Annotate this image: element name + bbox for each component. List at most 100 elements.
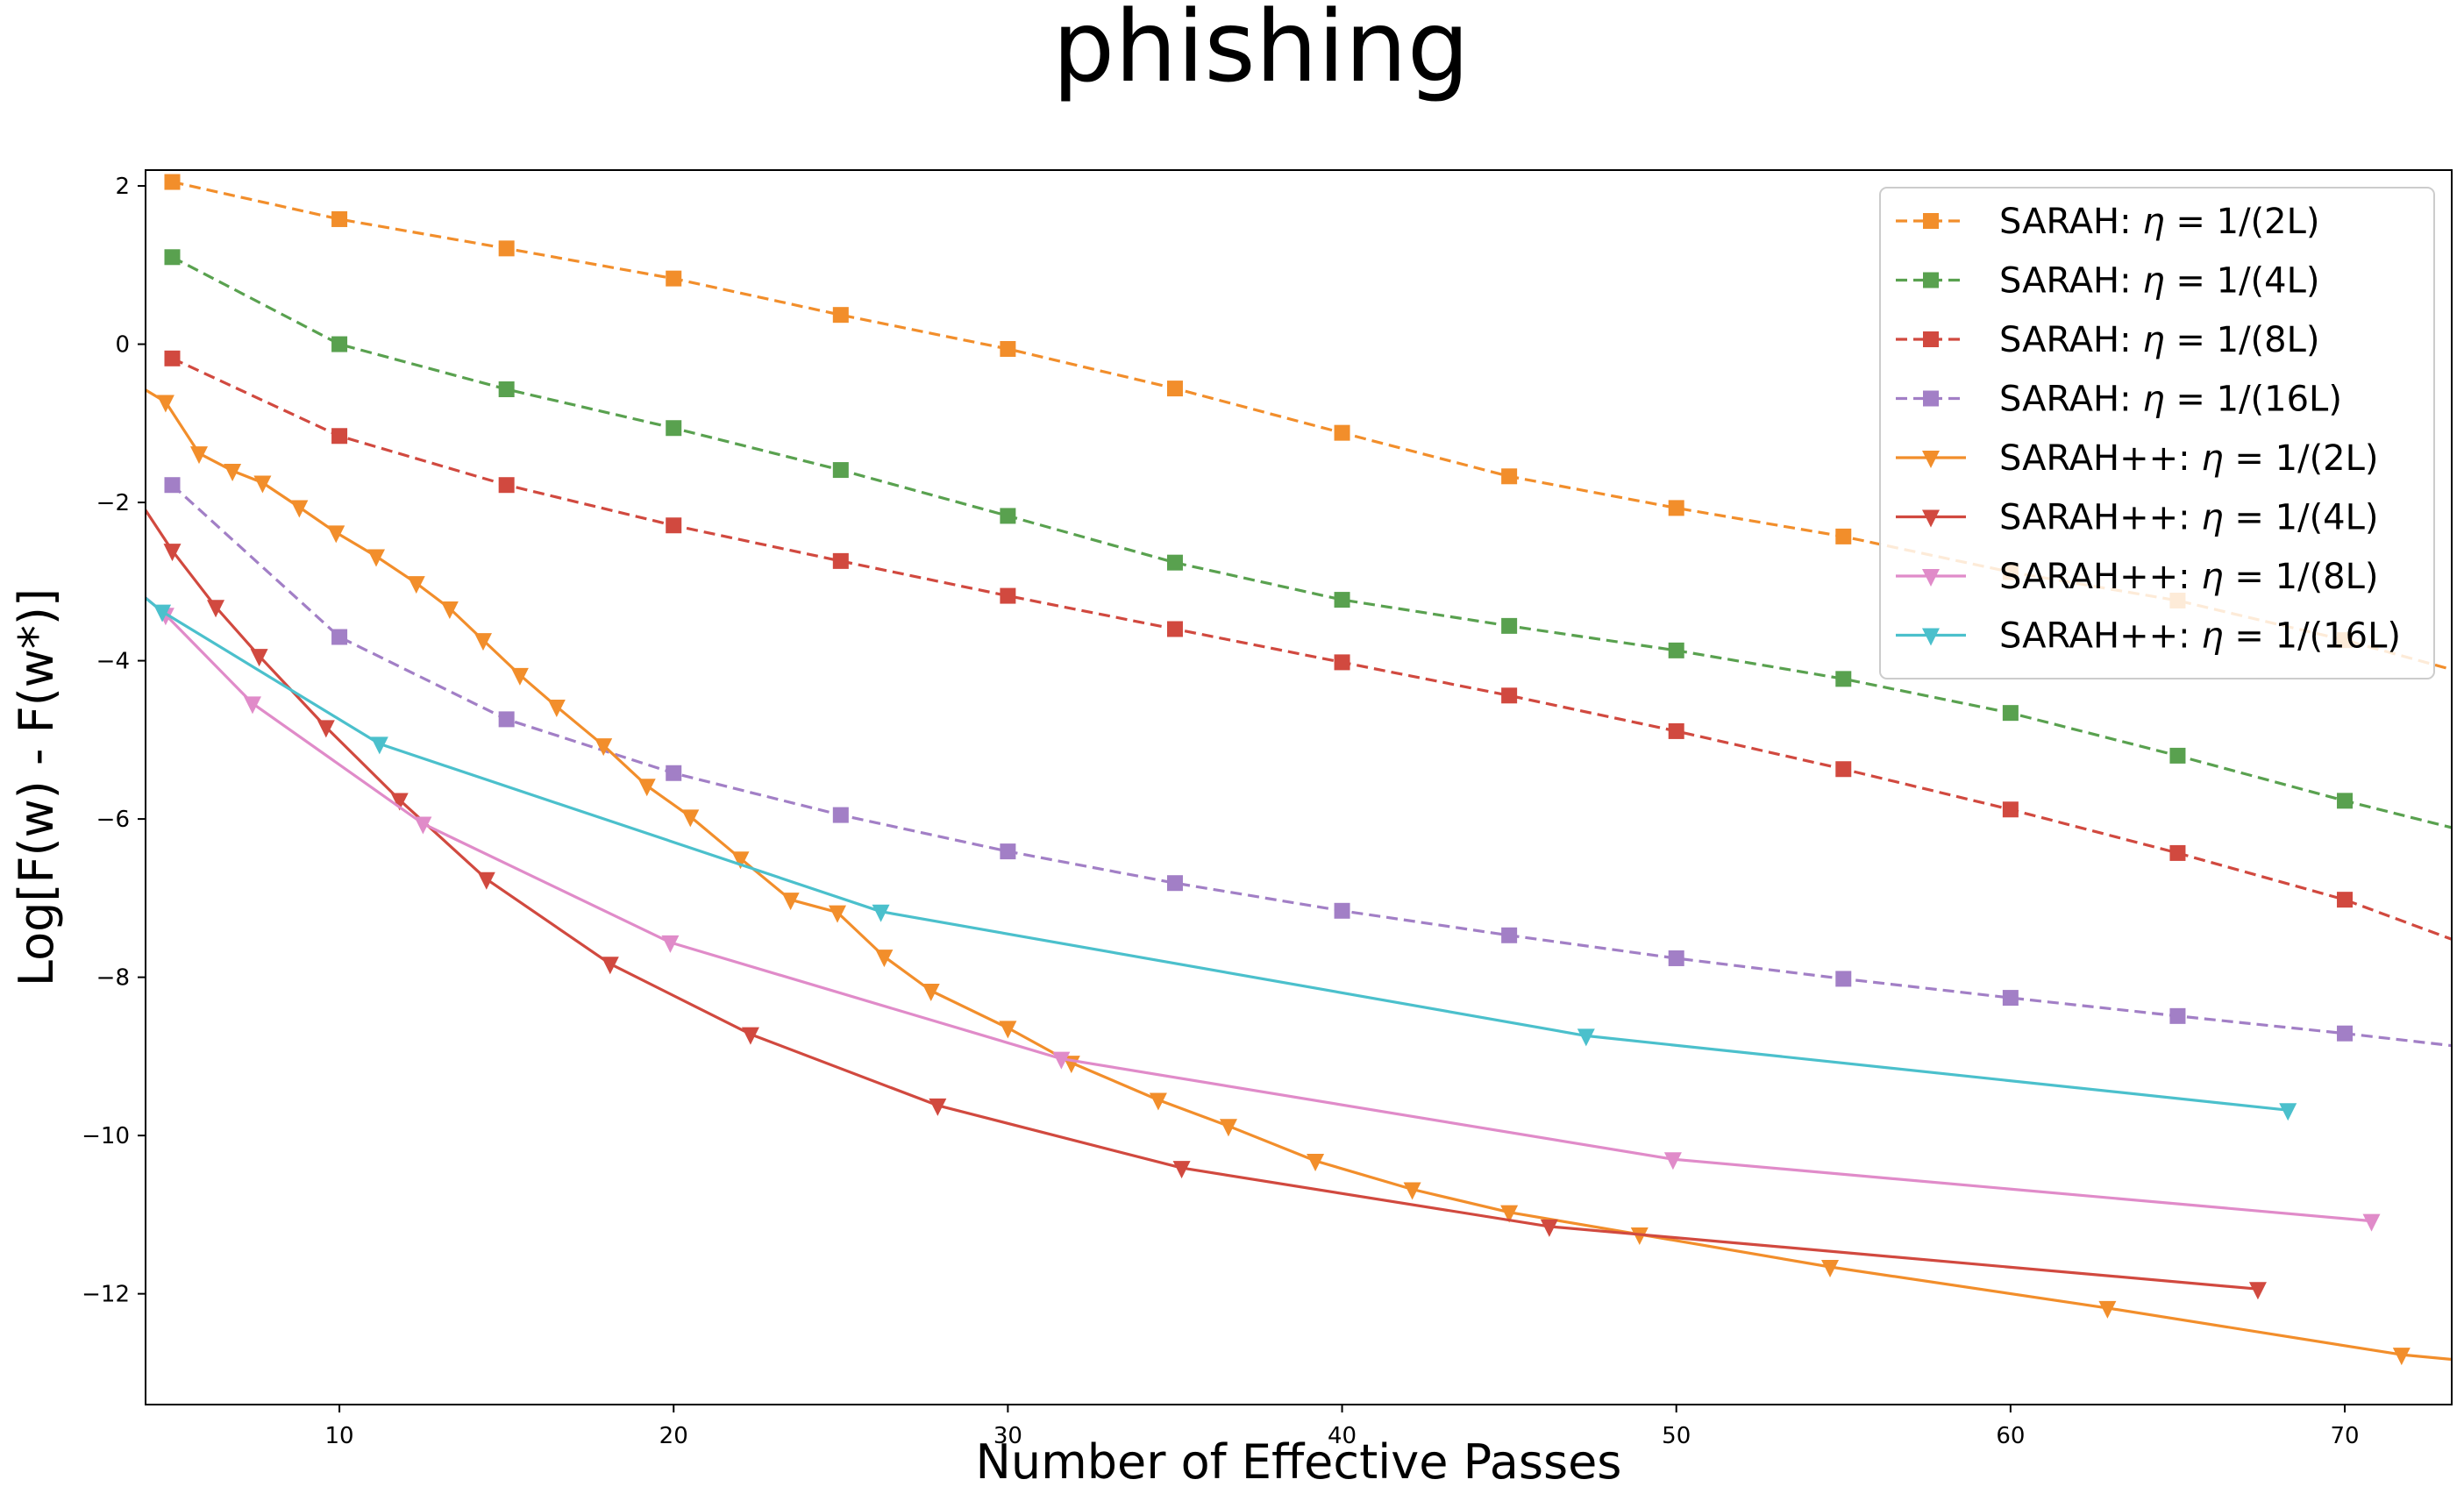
data-point — [1663, 1152, 1682, 1170]
data-point — [390, 793, 409, 811]
y-tick-label: −6 — [96, 807, 130, 833]
data-point — [2453, 1353, 2464, 1370]
x-tick-label: 60 — [1996, 1423, 2025, 1449]
data-point — [1219, 1119, 1237, 1137]
data-point — [832, 307, 849, 324]
plot-frame — [145, 169, 2453, 1405]
legend-swatch-marker — [1922, 628, 1940, 646]
data-point — [2169, 747, 2186, 764]
data-point — [367, 549, 385, 567]
data-point — [832, 462, 849, 479]
data-point — [1166, 554, 1183, 571]
data-point — [1501, 617, 1518, 634]
y-axis-label: Log[F(w) - F(w*)] — [9, 588, 64, 986]
data-point — [113, 467, 131, 485]
data-point — [164, 477, 181, 494]
x-tick-label: 30 — [993, 1423, 1022, 1449]
legend-swatch-marker — [1922, 569, 1940, 587]
x-tick-label: 50 — [1662, 1423, 1691, 1449]
data-point — [1334, 592, 1350, 608]
data-point — [153, 604, 172, 622]
data-point — [875, 950, 894, 968]
data-point — [2098, 1300, 2117, 1319]
legend: SARAH: η = 1/(2L) SARAH: η = 1/(4L) SARAH:… — [1879, 187, 2435, 679]
series-4 — [164, 477, 2452, 1048]
data-point — [1052, 1051, 1071, 1070]
series-2 — [164, 249, 2452, 829]
legend-item: SARAH: η = 1/(2L) — [1896, 202, 2320, 242]
data-point — [1501, 687, 1518, 704]
data-point — [407, 576, 425, 594]
data-point — [1166, 621, 1183, 637]
legend-swatch-marker — [1923, 213, 1939, 229]
legend-label: SARAH++: η = 1/(4L) — [1999, 498, 2379, 538]
data-point — [1835, 761, 1852, 778]
data-point — [922, 983, 940, 1001]
data-point — [2279, 1103, 2297, 1121]
data-point — [370, 736, 388, 755]
data-point — [477, 872, 495, 890]
data-point — [331, 629, 348, 645]
data-point — [601, 957, 619, 975]
data-point — [681, 809, 700, 828]
data-point — [331, 210, 348, 227]
y-tick-label: −4 — [96, 649, 130, 675]
data-point — [290, 500, 309, 518]
data-point — [1149, 1092, 1167, 1111]
data-point — [666, 517, 682, 534]
legend-label: SARAH: η = 1/(2L) — [1999, 202, 2320, 242]
data-point — [440, 601, 459, 620]
data-point — [1835, 671, 1852, 687]
data-point — [163, 544, 182, 562]
data-point — [1501, 927, 1518, 943]
data-point — [1668, 950, 1684, 966]
data-point — [2392, 1348, 2411, 1366]
data-point — [1577, 1028, 1595, 1047]
data-point — [1540, 1219, 1558, 1237]
y-tick-label: −8 — [96, 965, 130, 992]
x-tick-label: 40 — [1328, 1423, 1357, 1449]
data-point — [1835, 528, 1852, 544]
x-tick-label: 20 — [659, 1423, 688, 1449]
data-point — [164, 350, 181, 366]
series-3 — [164, 350, 2452, 941]
data-point — [474, 633, 492, 651]
data-point — [1166, 875, 1183, 892]
data-point — [731, 851, 750, 870]
y-tick-label: −12 — [82, 1282, 130, 1308]
data-point — [666, 420, 682, 437]
data-point — [1166, 381, 1183, 397]
data-point — [832, 807, 849, 823]
data-point — [1501, 468, 1518, 485]
legend-item: SARAH++: η = 1/(4L) — [1896, 498, 2379, 538]
legend-item: SARAH++: η = 1/(8L) — [1896, 557, 2379, 597]
data-point — [2002, 705, 2019, 722]
series-line — [146, 595, 2372, 1223]
data-point — [2362, 1213, 2381, 1232]
series-layer — [113, 174, 2464, 1370]
data-point — [637, 779, 656, 797]
data-point — [741, 1027, 759, 1045]
legend-item: SARAH++: η = 1/(2L) — [1896, 438, 2379, 479]
data-point — [829, 905, 846, 923]
data-point — [164, 249, 181, 266]
legend-label: SARAH++: η = 1/(16L) — [1999, 616, 2401, 657]
data-point — [2248, 1282, 2267, 1300]
series-6 — [113, 467, 2267, 1300]
data-point — [595, 738, 613, 757]
data-point — [872, 904, 890, 922]
x-tick-label: 70 — [2330, 1423, 2359, 1449]
legend-box — [1879, 187, 2435, 679]
data-point — [331, 336, 348, 352]
legend-item: SARAH: η = 1/(4L) — [1896, 261, 2320, 302]
data-point — [1000, 843, 1016, 860]
data-point — [2337, 1025, 2354, 1042]
data-point — [414, 816, 432, 835]
data-point — [1630, 1227, 1649, 1245]
data-point — [1668, 642, 1684, 658]
data-point — [124, 580, 141, 597]
data-point — [498, 711, 515, 728]
data-point — [929, 1098, 947, 1116]
legend-swatch-marker — [1922, 451, 1940, 468]
data-point — [661, 935, 680, 953]
